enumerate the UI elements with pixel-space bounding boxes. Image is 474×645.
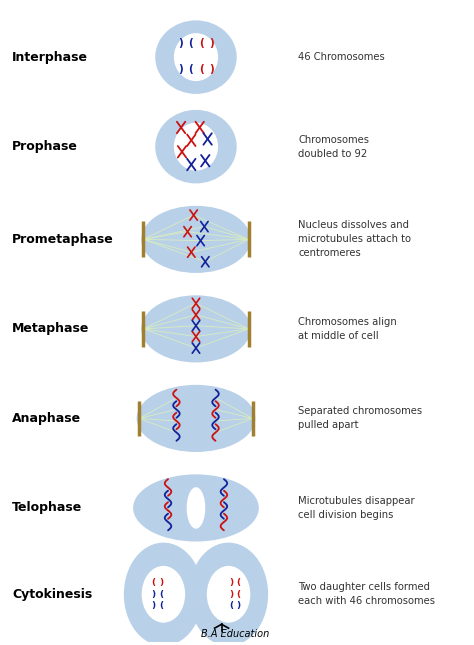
Ellipse shape xyxy=(155,21,237,94)
Text: Cytokinesis: Cytokinesis xyxy=(12,588,92,600)
Text: Separated chromosomes
pulled apart: Separated chromosomes pulled apart xyxy=(299,406,422,430)
Text: ): ) xyxy=(151,601,155,610)
Ellipse shape xyxy=(142,566,185,622)
Ellipse shape xyxy=(174,33,218,81)
Text: 46 Chromosomes: 46 Chromosomes xyxy=(299,52,385,62)
Text: Prophase: Prophase xyxy=(12,140,78,153)
Ellipse shape xyxy=(174,123,218,171)
Text: (: ( xyxy=(188,38,193,48)
Text: (: ( xyxy=(159,601,163,610)
Text: ): ) xyxy=(159,579,163,587)
Text: B.A Education: B.A Education xyxy=(201,629,270,639)
Text: (: ( xyxy=(199,64,204,74)
Ellipse shape xyxy=(155,110,237,183)
Text: Nucleus dissolves and
microtubules attach to
centromeres: Nucleus dissolves and microtubules attac… xyxy=(299,221,411,259)
Text: Metaphase: Metaphase xyxy=(12,322,90,335)
Text: ): ) xyxy=(209,38,214,48)
Text: (: ( xyxy=(199,38,204,48)
Ellipse shape xyxy=(189,542,268,645)
Text: (: ( xyxy=(159,590,163,599)
Text: Chromosomes align
at middle of cell: Chromosomes align at middle of cell xyxy=(299,317,397,341)
Ellipse shape xyxy=(141,206,251,273)
Text: ): ) xyxy=(209,64,214,74)
Text: (: ( xyxy=(188,64,193,74)
Text: Prometaphase: Prometaphase xyxy=(12,233,114,246)
Text: Chromosomes
doubled to 92: Chromosomes doubled to 92 xyxy=(299,135,369,159)
Text: ): ) xyxy=(237,601,241,610)
Text: ): ) xyxy=(178,64,183,74)
Text: Microtubules disappear
cell division begins: Microtubules disappear cell division beg… xyxy=(299,496,415,520)
Ellipse shape xyxy=(124,542,203,645)
Ellipse shape xyxy=(187,487,205,529)
Text: Two daughter cells formed
each with 46 chromosomes: Two daughter cells formed each with 46 c… xyxy=(299,582,436,606)
Ellipse shape xyxy=(141,295,251,362)
Text: (: ( xyxy=(237,590,241,599)
Text: ): ) xyxy=(178,38,183,48)
Text: (: ( xyxy=(229,601,233,610)
Text: ): ) xyxy=(151,590,155,599)
Ellipse shape xyxy=(207,566,250,622)
Ellipse shape xyxy=(137,385,255,452)
Ellipse shape xyxy=(133,474,259,542)
Text: ): ) xyxy=(229,590,233,599)
Text: Interphase: Interphase xyxy=(12,50,88,64)
Text: Telophase: Telophase xyxy=(12,501,82,515)
Text: (: ( xyxy=(151,579,155,587)
Text: ): ) xyxy=(229,579,233,587)
Text: (: ( xyxy=(237,579,241,587)
Text: Anaphase: Anaphase xyxy=(12,412,81,425)
